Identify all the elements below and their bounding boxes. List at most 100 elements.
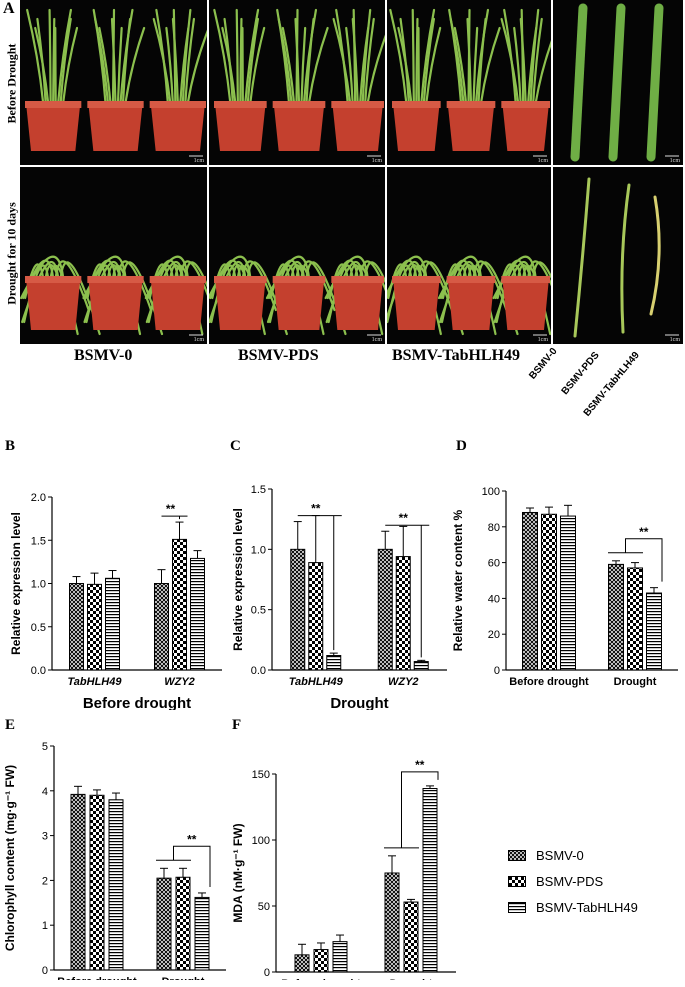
bar	[87, 583, 102, 671]
y-tick-label: 1.0	[31, 579, 46, 591]
y-axis-label: Relative expression level	[9, 512, 23, 655]
bar	[70, 793, 86, 971]
bar	[156, 877, 172, 971]
chart-d-relative-water-content: 0 20 40 60 80 100 Relative water content % Befo…	[451, 486, 678, 688]
photo-drawing	[387, 255, 551, 336]
bar	[290, 548, 306, 671]
significance-label: **	[187, 832, 197, 846]
x-category-label: Drought	[614, 676, 657, 688]
y-tick-label: 3	[42, 831, 48, 843]
bar	[395, 556, 411, 671]
photo-before-2: 1cm	[209, 0, 385, 165]
bar	[627, 567, 643, 671]
y-tick-label: 1	[42, 920, 48, 932]
y-tick-label: 2	[42, 875, 48, 887]
chart-f-mda: 0 50 100 150 MDA (nM·g⁻¹ FW) Before drought Dr…	[231, 758, 456, 980]
y-tick-label: 0.5	[31, 622, 46, 634]
bar	[172, 538, 187, 671]
photo-before-3: 1cm	[387, 0, 551, 165]
photo-drawing	[25, 8, 207, 157]
bar	[69, 583, 84, 671]
x-category-label: Before drought	[281, 978, 361, 980]
bar	[560, 515, 576, 671]
y-tick-label: 80	[488, 522, 500, 534]
y-tick-label: 0.0	[31, 665, 46, 677]
x-category-label: WZY2	[164, 676, 195, 688]
y-tick-label: 100	[482, 486, 500, 498]
legend-item-bsmvtabhlh49: BSMV-TabHLH49	[508, 894, 638, 920]
row-label-before: Before Drought	[4, 43, 19, 124]
legend-swatch-check	[508, 875, 526, 887]
x-category-label: TabHLH49	[68, 676, 123, 688]
bar	[175, 876, 191, 971]
bar	[522, 511, 538, 671]
scale-bar-label: 1cm	[371, 158, 382, 164]
column-label-bsmvtabhlh49: BSMV-TabHLH49	[392, 347, 521, 364]
leaf-label-bsmv0: BSMV-0	[527, 346, 560, 382]
y-tick-label: 60	[488, 558, 500, 570]
y-tick-label: 50	[258, 901, 270, 913]
y-tick-label: 4	[42, 786, 48, 798]
y-tick-label: 0	[42, 965, 48, 977]
legend-swatch-cross	[508, 849, 526, 861]
bar	[377, 548, 393, 671]
x-category-label: Drought	[162, 976, 205, 980]
panel-label-e: E	[5, 717, 16, 733]
photo-drawing	[570, 3, 679, 162]
bar	[384, 872, 400, 973]
legend: BSMV-0 BSMV-PDS BSMV-TabHLH49	[508, 842, 638, 920]
y-tick-label: 2.0	[31, 492, 46, 504]
panel-label-d: D	[456, 438, 467, 454]
legend-item-bsmv0: BSMV-0	[508, 842, 638, 868]
bar	[541, 513, 557, 671]
chart-c-relative-expression-drought: 0.0 0.5 1.0 1.5 Relative expression level Tab…	[231, 484, 447, 710]
leaf-label-bsmvpds: BSMV-PDS	[559, 350, 602, 398]
significance-bracket	[401, 771, 439, 848]
legend-item-bsmvpds: BSMV-PDS	[508, 868, 638, 894]
significance-label: **	[166, 502, 176, 516]
y-axis-label: Chlorophyll content (mg·g⁻¹ FW)	[3, 765, 17, 951]
x-category-label: TabHLH49	[289, 676, 344, 688]
y-tick-label: 1.5	[31, 535, 46, 547]
legend-swatch-horizontal	[508, 901, 526, 913]
scale-bar-label: 1cm	[669, 158, 680, 164]
column-label-bsmvpds: BSMV-PDS	[238, 347, 319, 364]
y-axis-label: Relative expression level	[231, 508, 245, 651]
x-category-label: WZY2	[388, 676, 419, 688]
bar	[332, 941, 348, 973]
bar	[194, 896, 210, 971]
x-category-label: Before drought	[509, 676, 589, 688]
photo-drought-1: 1cm	[20, 167, 207, 344]
bar	[89, 794, 105, 971]
scale-bar-label: 1cm	[193, 337, 204, 343]
bar	[313, 949, 329, 973]
bar	[403, 901, 419, 973]
scale-bar-label: 1cm	[537, 337, 548, 343]
bar	[108, 799, 124, 971]
legend-label-bsmv0: BSMV-0	[536, 847, 584, 863]
bar	[608, 563, 624, 671]
legend-label-bsmvtabhlh49: BSMV-TabHLH49	[536, 899, 638, 915]
y-tick-label: 0.0	[251, 665, 266, 677]
significance-bracket	[625, 538, 663, 582]
bar	[154, 583, 169, 671]
bar	[326, 655, 342, 671]
y-tick-label: 100	[252, 835, 270, 847]
scale-bar-label: 1cm	[193, 158, 204, 164]
panel-label-f: F	[232, 717, 242, 733]
scale-bar-label: 1cm	[537, 158, 548, 164]
x-category-label: Drought	[390, 978, 433, 980]
photo-before-1: 1cm	[20, 0, 207, 165]
photo-before-4: 1cm	[553, 0, 683, 165]
significance-label: **	[399, 511, 409, 525]
bar	[413, 661, 429, 671]
bar	[294, 954, 310, 973]
legend-label-bsmvpds: BSMV-PDS	[536, 873, 604, 889]
photo-drawing	[213, 8, 385, 157]
photo-drawing	[573, 177, 679, 338]
row-label-drought: Drought for 10 days	[4, 202, 19, 305]
y-axis-label: MDA (nM·g⁻¹ FW)	[231, 823, 245, 922]
y-tick-label: 5	[42, 741, 48, 753]
column-label-bsmv0: BSMV-0	[74, 347, 133, 364]
y-tick-label: 1.0	[251, 544, 266, 556]
